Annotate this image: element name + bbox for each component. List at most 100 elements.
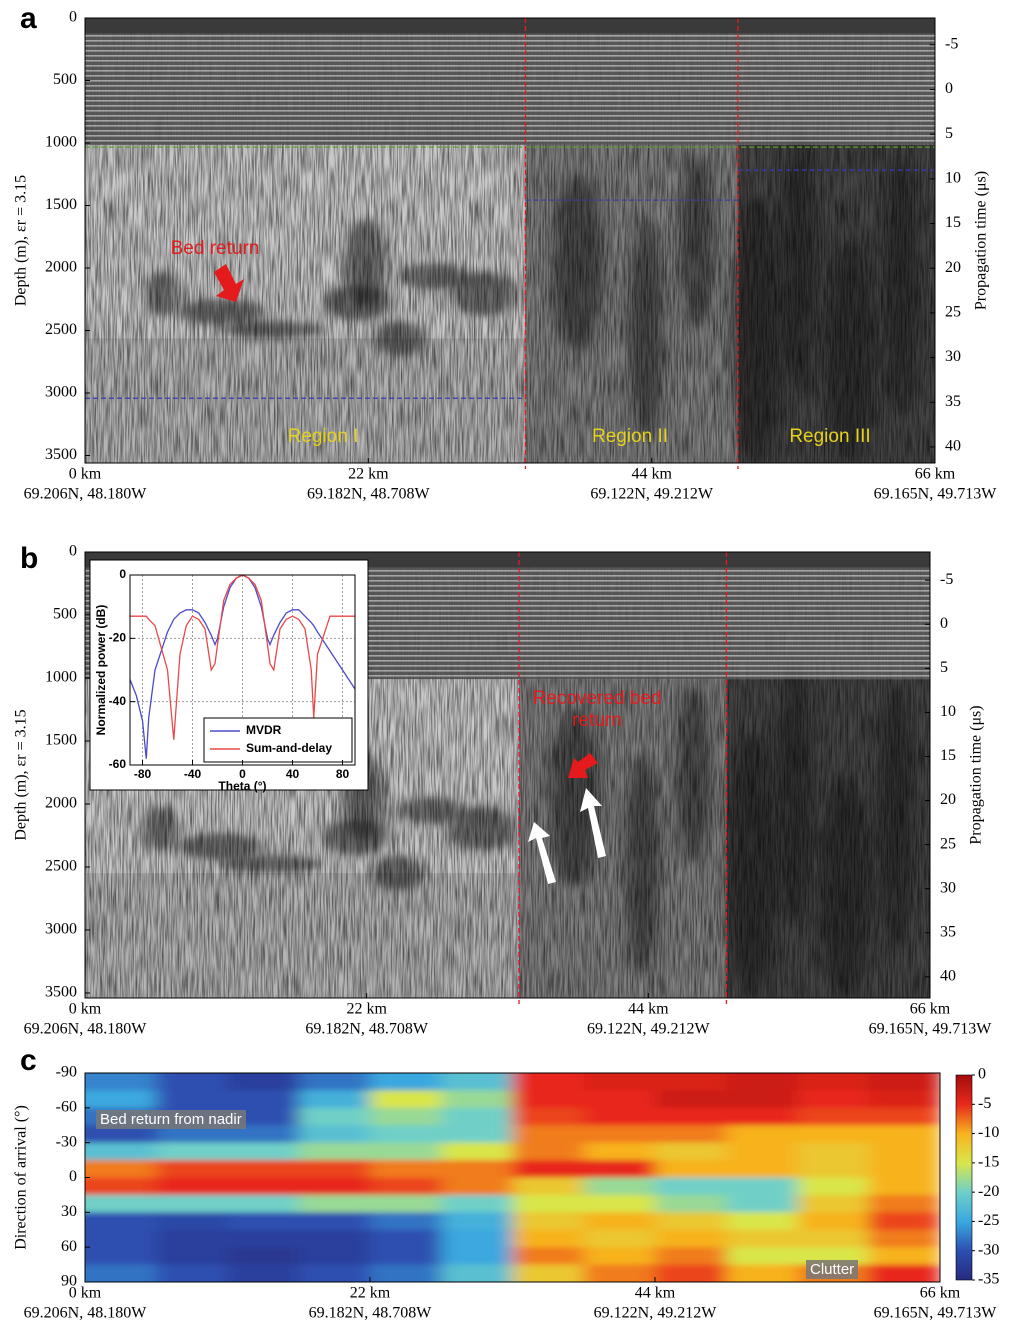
y-tick-label: 30	[61, 1203, 77, 1220]
heatmap-cell	[512, 1194, 585, 1214]
image-surface-top	[85, 18, 935, 34]
heatmap-cell	[512, 1212, 585, 1231]
y2-tick-label: 10	[945, 170, 961, 187]
x-axis-title: Theta (°)	[218, 779, 266, 793]
y-tick-label: 2000	[45, 795, 77, 812]
heatmap-cell	[441, 1142, 514, 1162]
heatmap-cell	[441, 1090, 514, 1109]
x-tick-label: 22 km	[346, 1001, 387, 1018]
heatmap-cell	[156, 1264, 229, 1282]
region-label: Region III	[789, 426, 871, 447]
heatmap-cell	[370, 1142, 443, 1162]
y-tick-label: 3000	[45, 921, 77, 938]
x-tick-label: 0 km	[69, 1285, 102, 1302]
heatmap-cell	[441, 1125, 514, 1144]
y-tick-label: 0	[69, 9, 77, 26]
y2-tick-label: -5	[945, 35, 958, 52]
heatmap-cell	[726, 1090, 799, 1109]
heatmap-cell	[726, 1160, 799, 1179]
y-axis-title: Direction of arrival (°)	[13, 1105, 30, 1250]
heatmap-cell	[797, 1073, 870, 1092]
heatmap-cell	[583, 1107, 656, 1127]
heatmap-cell	[726, 1247, 799, 1266]
heatmap-cell	[512, 1160, 585, 1179]
colorbar-tick-label: -35	[978, 1271, 999, 1288]
y-axis-title: Depth (m), εr = 3.15	[13, 709, 30, 840]
heatmap-cell	[868, 1142, 940, 1162]
heatmap-cell	[156, 1142, 229, 1162]
heatmap-cell	[370, 1090, 443, 1109]
heatmap-cell	[227, 1229, 300, 1249]
heatmap-cell	[156, 1125, 229, 1144]
heatmap-cell	[227, 1264, 300, 1282]
x-tick-label: 80	[336, 767, 350, 781]
y-axis-title: Normalized power (dB)	[94, 605, 108, 736]
heatmap-cell	[85, 1125, 158, 1144]
y-axis-title: Depth (m), εr = 3.15	[13, 175, 30, 306]
heatmap-cell	[655, 1212, 728, 1231]
y2-tick-label: 35	[940, 923, 956, 940]
heatmap-cell	[726, 1264, 799, 1282]
x-coord-label: 69.206N, 48.180W	[24, 486, 148, 503]
plot-frame	[84, 551, 931, 999]
colorbar-tick-label: -10	[978, 1124, 999, 1141]
region-label: Region I	[287, 426, 359, 447]
heatmap-cell	[85, 1073, 158, 1092]
heatmap-cell	[227, 1142, 300, 1162]
x-tick-label: 44 km	[631, 466, 672, 483]
heatmap-cell	[583, 1125, 656, 1144]
heatmap-cell	[797, 1090, 870, 1109]
heatmap-cell	[583, 1177, 656, 1196]
region-label: Region II	[591, 426, 669, 447]
heatmap-cell	[85, 1142, 158, 1162]
plot-frame	[84, 17, 936, 464]
heatmap-cell	[441, 1194, 514, 1214]
heatmap-cell	[655, 1264, 728, 1282]
heatmap-cell	[726, 1212, 799, 1231]
heatmap-cell	[655, 1160, 728, 1179]
heatmap-cell	[655, 1125, 728, 1144]
y2-tick-label: 5	[945, 125, 953, 142]
heatmap-cell	[370, 1107, 443, 1127]
heatmap-cell	[797, 1177, 870, 1196]
y2-tick-label: 25	[945, 304, 961, 321]
heatmap-cell	[655, 1142, 728, 1162]
colorbar-tick-label: -20	[978, 1183, 999, 1200]
x-tick-label: 66 km	[920, 1285, 961, 1302]
series-line	[130, 574, 355, 740]
heatmap-cell	[85, 1160, 158, 1179]
heatmap-cell	[370, 1194, 443, 1214]
heatmap-cell	[726, 1177, 799, 1196]
y-tick-label: 90	[61, 1273, 77, 1290]
heatmap-cell	[512, 1090, 585, 1109]
heatmap-cell	[868, 1177, 940, 1196]
y-tick-label: 1000	[45, 669, 77, 686]
heatmap-cell	[726, 1125, 799, 1144]
x-coord-label: 69.165N, 49.713W	[869, 1021, 993, 1038]
x-tick-label: 40	[286, 767, 300, 781]
x-tick-label: 0 km	[69, 466, 102, 483]
heatmap-cell	[298, 1177, 371, 1196]
y2-tick-label: 20	[945, 259, 961, 276]
y-tick-label: 0	[69, 1168, 77, 1185]
x-coord-label: 69.122N, 49.212W	[594, 1305, 718, 1322]
heatmap-cell	[298, 1107, 371, 1127]
heatmap-cell	[441, 1107, 514, 1127]
colorbar-tick-label: 0	[978, 1066, 986, 1083]
y2-tick-label: 10	[940, 703, 956, 720]
heatmap-cell	[512, 1229, 585, 1249]
x-tick-label: 66 km	[915, 466, 956, 483]
heatmap-cell	[85, 1264, 158, 1282]
heatmap-cell	[655, 1229, 728, 1249]
heatmap-cell	[868, 1090, 940, 1109]
legend-label: MVDR	[246, 723, 282, 737]
heatmap-cell	[726, 1194, 799, 1214]
heatmap-cell	[441, 1160, 514, 1179]
colorbar-tick-label: -25	[978, 1212, 999, 1229]
heatmap-cell	[227, 1212, 300, 1231]
y2-tick-label: 20	[940, 791, 956, 808]
heatmap-cell	[583, 1142, 656, 1162]
x-tick-label: -80	[134, 767, 152, 781]
annotation: Clutter	[806, 1260, 859, 1279]
